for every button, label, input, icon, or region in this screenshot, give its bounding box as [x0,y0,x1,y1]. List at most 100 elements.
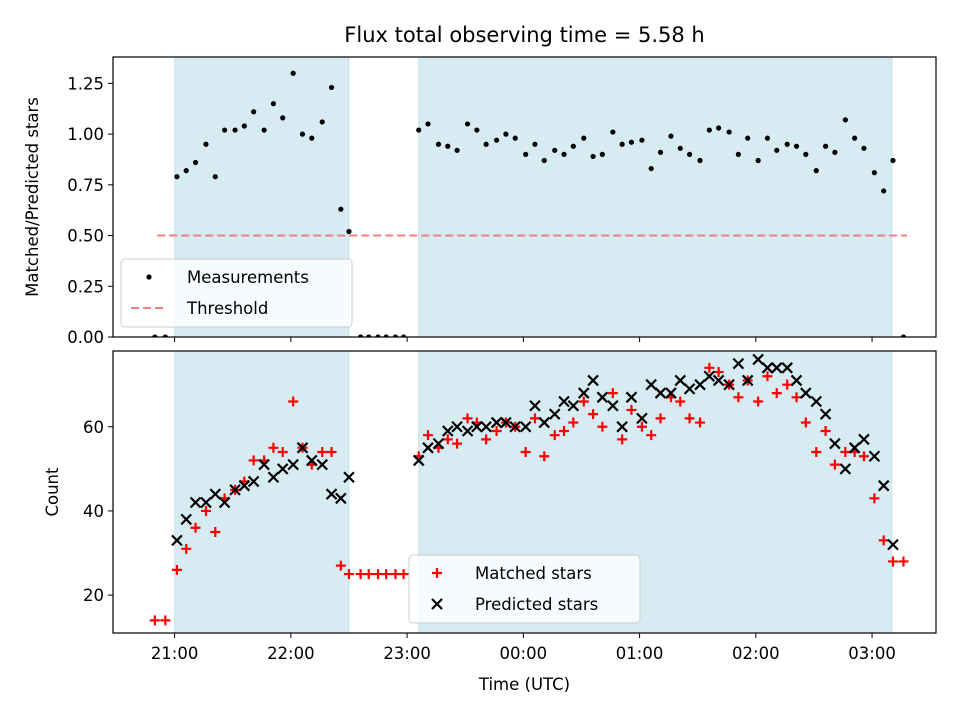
data-point [494,137,500,143]
data-point [452,438,463,449]
x-tick-label: 23:00 [383,644,431,663]
data-point [435,141,442,147]
legend-label: Threshold [186,299,268,318]
data-point [900,334,907,337]
data-point [520,447,531,458]
data-point [735,151,741,157]
data-point [532,141,538,147]
data-point [454,147,460,153]
data-point [363,569,374,580]
data-point [694,378,706,391]
data-point [299,131,306,137]
data-point [782,379,793,390]
data-point [559,425,570,436]
data-point [287,458,299,471]
observing-interval-band [174,351,350,633]
chart-title: Flux total observing time = 5.58 h [344,23,704,47]
legend: Measurements Threshold [120,258,353,328]
data-point [712,374,725,387]
data-point [578,396,589,407]
axes-frame [112,56,937,338]
data-point [425,121,431,127]
y-axis-label: Matched/Predicted stars [23,97,42,297]
data-point [675,396,686,407]
y-tick-label: 0.00 [67,328,104,347]
data-point [541,157,547,164]
data-point [732,357,745,370]
data-point [442,425,454,437]
data-point [852,135,858,141]
data-point [617,434,628,445]
data-point [343,569,354,580]
data-point [704,362,715,373]
data-point [523,151,529,157]
top-plot-panel: 0.00 0.25 0.50 0.75 1.00 1.25 Matched/Predicte… [23,56,937,347]
data-point [590,153,596,160]
data-point [636,412,648,425]
data-point [745,135,751,141]
data-point [733,392,744,403]
data-point [190,522,201,533]
data-point [829,437,841,450]
data-point [209,488,222,500]
data-point [752,353,764,366]
data-point [822,143,829,149]
data-point [861,145,867,151]
data-point [503,131,509,137]
data-point [290,70,296,76]
data-point [480,420,492,433]
data-point [820,425,831,436]
data-point [529,399,541,412]
data-point [270,101,277,107]
data-point [162,334,168,337]
data-point [616,420,628,433]
x-tick-label: 02:00 [732,644,780,663]
data-point [686,151,693,157]
data-point [793,143,800,149]
data-point [316,458,329,471]
data-point [442,434,453,445]
data-point [726,129,732,135]
data-point [587,374,599,387]
data-point [645,378,657,391]
data-point [764,135,771,141]
data-point [695,417,706,428]
legend: Matched stars Predicted stars [408,554,641,624]
data-point [819,408,832,420]
data-point [512,135,518,141]
data-point [401,334,407,337]
x-tick-label: 00:00 [500,644,548,663]
data-point [335,560,346,571]
y-tick-label: 20 [83,586,104,605]
y-tick-label: 1.25 [67,74,104,93]
legend-marker-plus [432,568,442,578]
data-point [674,374,687,387]
data-point [610,129,616,135]
data-point [810,395,823,408]
data-point [607,388,618,399]
series-matched-stars [149,362,909,626]
data-point [280,115,286,121]
data-point [877,479,890,492]
data-point [203,141,209,147]
data-point [357,334,364,337]
data-point [869,493,880,504]
data-point [180,513,193,526]
data-point [596,391,609,404]
series-predicted-stars [171,353,899,551]
data-point [684,413,695,424]
data-point [229,484,241,496]
data-point [761,362,774,374]
data-point [474,127,480,133]
y-tick-label: 1.00 [67,125,104,144]
data-point [509,420,521,433]
data-point [858,433,870,446]
data-point [189,496,202,509]
data-point [648,165,654,172]
plot-area [149,351,909,633]
data-point [171,534,183,547]
data-point [268,442,279,453]
data-point [668,133,674,139]
data-point [871,170,877,176]
data-point [829,459,840,470]
